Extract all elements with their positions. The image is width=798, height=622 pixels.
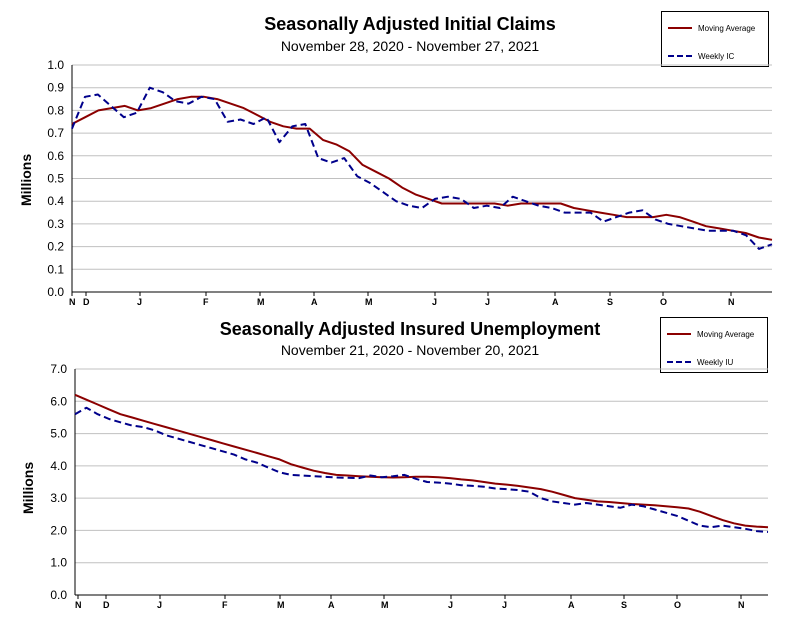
x-tick-label: O (674, 600, 681, 610)
initial-claims-chart: Seasonally Adjusted Initial Claims Novem… (0, 0, 798, 310)
legend-item-moving-average: Moving Average (668, 22, 755, 34)
legend-label: Moving Average (697, 329, 755, 339)
y-tick-label: 1.0 (47, 58, 64, 72)
x-tick-label: J (448, 600, 453, 610)
y-tick-label: 0.0 (50, 588, 67, 602)
chart-plot: 0.00.10.20.30.40.50.60.70.80.91.0N D J F M A M… (47, 58, 773, 307)
legend-label: Weekly IC (698, 51, 735, 61)
x-tick-label: J (432, 297, 437, 307)
y-tick-label: 4.0 (50, 459, 67, 473)
chart-legend: Moving Average Weekly IU (660, 317, 768, 373)
legend-swatch-solid (668, 27, 692, 29)
x-tick-label: N (75, 600, 82, 610)
legend-swatch-dashed (668, 55, 692, 57)
x-tick-label: O (660, 297, 667, 307)
x-tick-label: J (502, 600, 507, 610)
y-tick-label: 0.3 (47, 217, 64, 231)
x-tick-label: N (69, 297, 76, 307)
chart-subtitle: November 28, 2020 - November 27, 2021 (280, 38, 540, 54)
legend-item-weekly-ic: Weekly IC (668, 50, 734, 62)
y-tick-label: 0.9 (47, 81, 64, 95)
x-tick-label: J (157, 600, 162, 610)
y-tick-label: 0.0 (47, 285, 64, 299)
legend-label: Weekly IU (697, 357, 734, 367)
y-tick-label: 0.4 (47, 194, 64, 208)
legend-item-weekly-iu: Weekly IU (667, 356, 733, 368)
x-tick-label: J (485, 297, 490, 307)
y-tick-label: 5.0 (50, 427, 67, 441)
y-tick-label: 0.5 (47, 172, 64, 186)
x-tick-label: D (103, 600, 110, 610)
x-tick-label: N (728, 297, 735, 307)
chart-plot: 0.0 1.0 2.0 3.0 4.0 5.0 6.0 7.0 N D J F M A M J J A S O N (50, 362, 769, 610)
legend-swatch-solid (667, 333, 691, 335)
y-tick-label: 6.0 (50, 394, 67, 408)
x-tick-label: M (277, 600, 285, 610)
legend-swatch-dashed (667, 361, 691, 363)
y-tick-label: 0.8 (47, 103, 64, 117)
x-tick-label: F (222, 600, 228, 610)
x-tick-label: J (137, 297, 142, 307)
y-tick-label: 0.2 (47, 240, 64, 254)
y-tick-label: 7.0 (50, 362, 67, 376)
x-tick-label: M (365, 297, 373, 307)
y-tick-label: 0.1 (47, 262, 64, 276)
series-line-moving-average (71, 95, 773, 241)
x-tick-label: A (568, 600, 575, 610)
series-line-weekly (71, 86, 773, 250)
x-tick-label: F (203, 297, 209, 307)
chart-legend: Moving Average Weekly IC (661, 11, 769, 67)
x-tick-label: A (328, 600, 335, 610)
x-tick-label: M (257, 297, 265, 307)
y-tick-label: 3.0 (50, 491, 67, 505)
y-tick-label: 1.0 (50, 556, 67, 570)
x-tick-label: S (621, 600, 627, 610)
x-tick-label: N (738, 600, 745, 610)
y-tick-label: 0.7 (47, 126, 64, 140)
series-line-weekly (74, 406, 769, 533)
x-tick-label: S (607, 297, 613, 307)
legend-label: Moving Average (698, 23, 756, 33)
chart-title: Seasonally Adjusted Insured Unemployment (219, 319, 601, 339)
y-tick-label: 2.0 (50, 523, 67, 537)
chart-title: Seasonally Adjusted Initial Claims (264, 14, 556, 34)
chart-subtitle: November 21, 2020 - November 20, 2021 (280, 342, 540, 358)
y-tick-label: 0.6 (47, 149, 64, 163)
x-tick-label: M (381, 600, 389, 610)
x-tick-label: A (552, 297, 559, 307)
legend-item-moving-average: Moving Average (667, 328, 754, 340)
x-tick-label: D (83, 297, 90, 307)
x-tick-label: A (311, 297, 318, 307)
insured-unemployment-chart: Seasonally Adjusted Insured Unemployment… (0, 310, 798, 622)
series-line-moving-average (74, 393, 769, 529)
